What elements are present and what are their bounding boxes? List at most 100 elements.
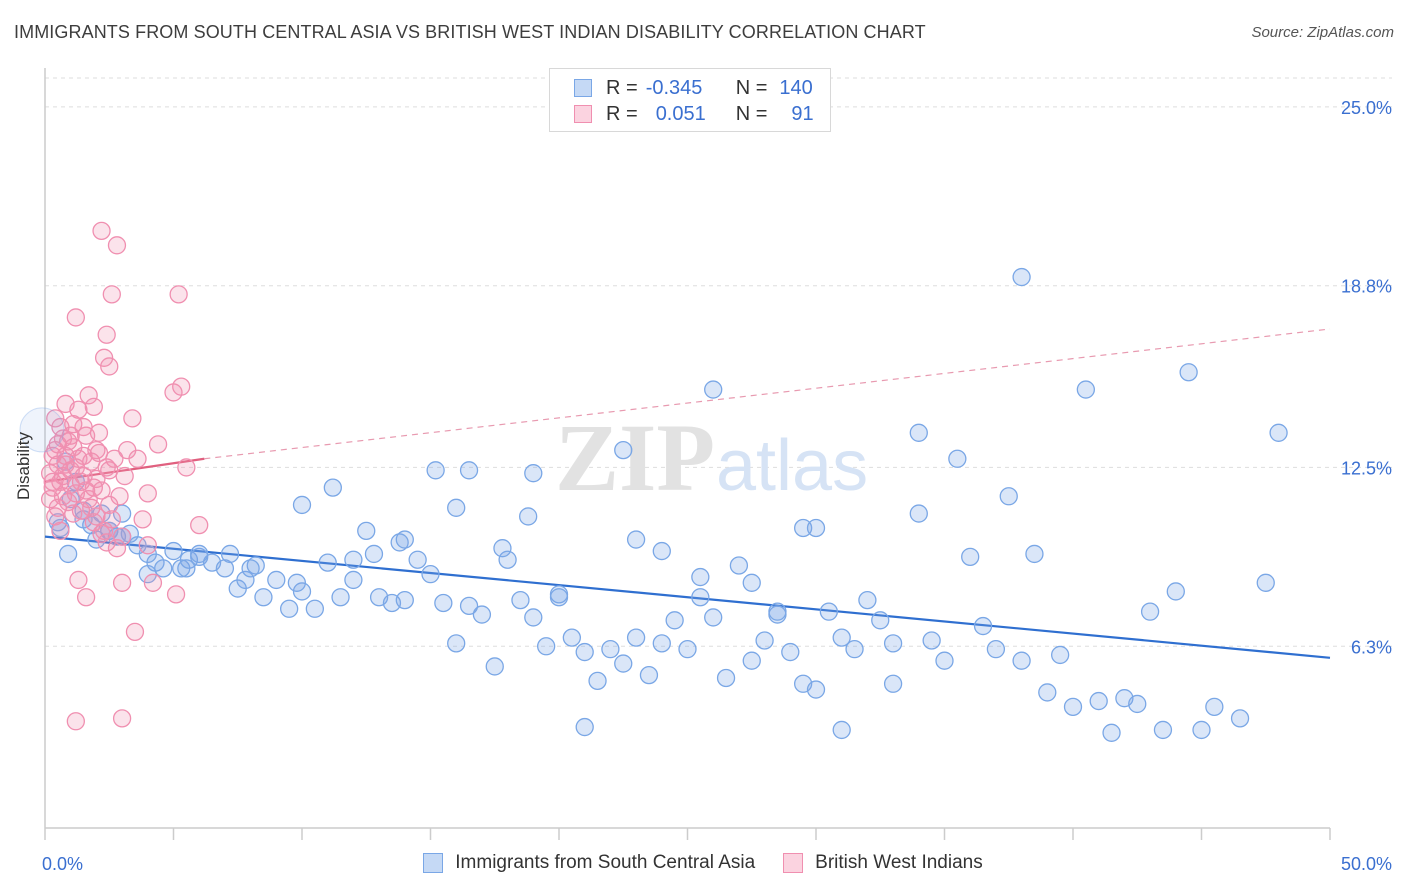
pink-point	[92, 221, 111, 241]
blue-point	[241, 559, 260, 578]
blue-point	[220, 544, 240, 564]
blue-point	[1012, 267, 1031, 287]
pink-point	[148, 435, 168, 454]
pink-point	[66, 308, 85, 327]
blue-point	[871, 611, 890, 630]
blue-point	[678, 640, 697, 659]
legend-row-pink: R = 0.051 N = 91	[574, 101, 814, 127]
blue-point	[794, 518, 813, 538]
blue-point	[1089, 691, 1108, 711]
pink-point	[112, 527, 132, 546]
pink-point	[56, 394, 75, 414]
legend-n-label: N =	[735, 76, 768, 99]
blue-point	[806, 518, 826, 538]
blue-point	[318, 553, 337, 572]
blue-point	[459, 596, 479, 616]
blue-point	[511, 590, 530, 610]
pink-point	[128, 449, 147, 468]
series-legend: Immigrants from South Central Asia Briti…	[0, 852, 1406, 874]
legend-r-label: R =	[606, 76, 638, 99]
pink-point	[138, 536, 157, 555]
pink-point	[102, 510, 121, 529]
blue-point	[485, 657, 504, 676]
blue-point	[154, 559, 173, 578]
watermark-zip: ZIP	[555, 404, 715, 511]
blue-point	[883, 674, 903, 693]
blue-point	[138, 565, 157, 584]
pink-point	[43, 446, 62, 466]
pink-point	[82, 498, 101, 517]
blue-point	[1205, 697, 1224, 716]
blue-point	[164, 541, 183, 561]
blue-point	[626, 628, 646, 647]
y-tick-label: 6.3%	[1351, 637, 1392, 657]
pink-point	[107, 236, 127, 255]
legend-r-value: 0.051	[655, 102, 706, 125]
blue-point	[999, 487, 1018, 506]
blue-point	[883, 634, 903, 653]
x-tick-label: 50.0%	[1341, 854, 1392, 874]
blue-point	[1025, 544, 1044, 564]
series-legend-label: British West Indians	[815, 852, 983, 873]
pink-point	[123, 409, 142, 428]
blue-point	[472, 605, 492, 624]
series-swatch-pink	[783, 853, 804, 873]
pink-point	[94, 348, 114, 367]
blue-point	[639, 665, 659, 685]
blue-point	[858, 590, 877, 610]
blue-point	[1179, 363, 1198, 382]
series-swatch-blue	[423, 853, 444, 873]
blue-point	[1051, 645, 1070, 665]
blue-point	[1128, 694, 1147, 714]
blue-point	[524, 464, 543, 483]
blue-point	[305, 599, 325, 618]
blue-point	[614, 440, 633, 460]
blue-point	[390, 533, 409, 552]
blue-point	[909, 504, 928, 523]
series-legend-item-pink[interactable]: British West Indians	[783, 852, 983, 874]
legend-r-value: -0.345	[645, 76, 703, 99]
blue-point	[973, 616, 993, 636]
blue-point	[704, 608, 723, 627]
pink-point	[46, 507, 65, 526]
blue-point	[344, 570, 363, 590]
pink-point	[100, 461, 119, 480]
chart-title: IMMIGRANTS FROM SOUTH CENTRAL ASIA VS BR…	[14, 22, 926, 42]
blue-point	[292, 582, 312, 601]
blue-point	[19, 407, 65, 453]
pink-point	[84, 397, 103, 416]
blue-point	[279, 599, 299, 618]
blue-point	[652, 634, 671, 653]
blue-point	[755, 631, 774, 650]
blue-point	[845, 640, 864, 659]
blue-point	[768, 602, 787, 621]
blue-point	[267, 570, 286, 590]
blue-point	[344, 550, 363, 569]
blue-point	[434, 593, 453, 613]
blue-point	[562, 628, 581, 647]
blue-point	[922, 631, 941, 650]
pink-point	[89, 423, 109, 442]
blue-point	[58, 544, 78, 564]
pink-point	[61, 426, 80, 445]
legend-n-label: N =	[735, 102, 768, 125]
blue-point	[364, 544, 384, 564]
blue-point	[1256, 573, 1275, 592]
blue-point	[575, 642, 594, 662]
blue-point	[1269, 423, 1288, 442]
pink-point	[115, 466, 134, 486]
blue-point	[691, 588, 710, 607]
pink-point	[112, 709, 132, 728]
pink-point	[100, 357, 119, 376]
series-legend-item-blue[interactable]: Immigrants from South Central Asia	[423, 852, 755, 874]
blue-point	[357, 521, 376, 541]
blue-point	[614, 654, 633, 673]
pink-point	[84, 478, 103, 497]
blue-point	[1063, 697, 1083, 716]
pink-point	[92, 524, 111, 543]
blue-point	[742, 573, 761, 592]
blue-point	[1140, 602, 1160, 621]
blue-point	[948, 449, 967, 468]
blue-point	[742, 651, 761, 670]
blue-point	[1166, 582, 1185, 601]
